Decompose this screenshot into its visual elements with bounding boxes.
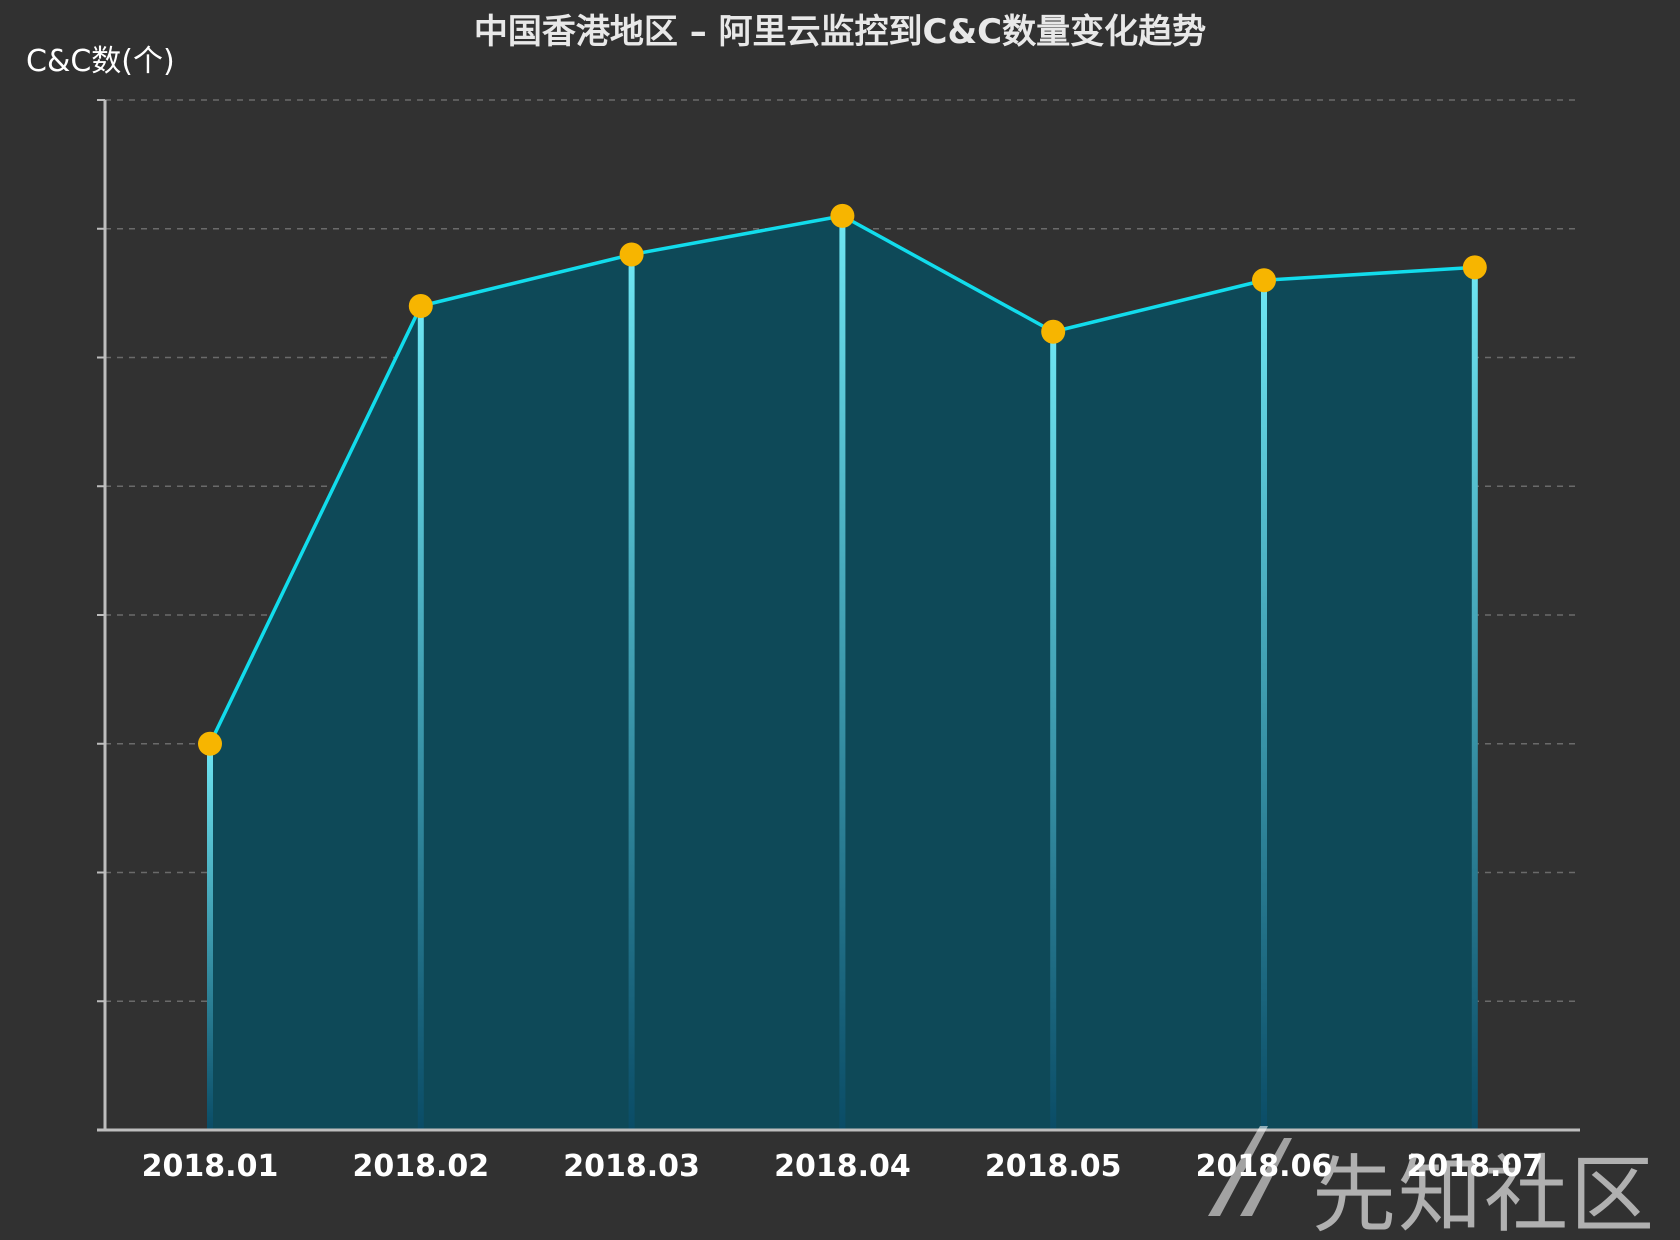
drop-line (1050, 331, 1057, 1130)
x-tick-label: 2018.03 (563, 1149, 700, 1184)
x-tick-label: 2018.01 (142, 1149, 279, 1184)
x-tick-label: 2018.05 (985, 1149, 1122, 1184)
drop-line (1261, 280, 1267, 1130)
data-point-marker (198, 731, 222, 756)
x-tick-labels: 2018.01 2018.02 2018.03 2018.04 2018.05 2018.… (142, 1149, 1543, 1184)
data-point-marker (1041, 319, 1066, 344)
x-tick-label: 2018.02 (352, 1149, 489, 1184)
drop-line (1471, 267, 1478, 1130)
chart-title: 中国香港地区 – 阿里云监控到C&C数量变化趋势 (473, 12, 1207, 52)
x-tick-label: 2018.04 (774, 1149, 911, 1184)
drop-line (628, 254, 635, 1130)
data-point-marker (408, 294, 433, 318)
drop-line (207, 743, 213, 1130)
data-markers (198, 203, 1487, 756)
watermark-text: 先知社区 (1312, 1146, 1657, 1240)
x-tick-label: 2018.07 (1406, 1149, 1543, 1184)
y-axis-label: C&C数(个) (26, 44, 175, 79)
data-point-marker (1252, 268, 1276, 293)
axes (97, 100, 1580, 1132)
drop-line (417, 306, 424, 1130)
data-point-marker (619, 242, 644, 267)
xianzhi-logo-icon (1208, 1126, 1292, 1216)
data-point-marker (1462, 255, 1487, 280)
drop-lines (207, 215, 1478, 1130)
drop-line (839, 215, 846, 1130)
data-point-marker (830, 203, 855, 228)
